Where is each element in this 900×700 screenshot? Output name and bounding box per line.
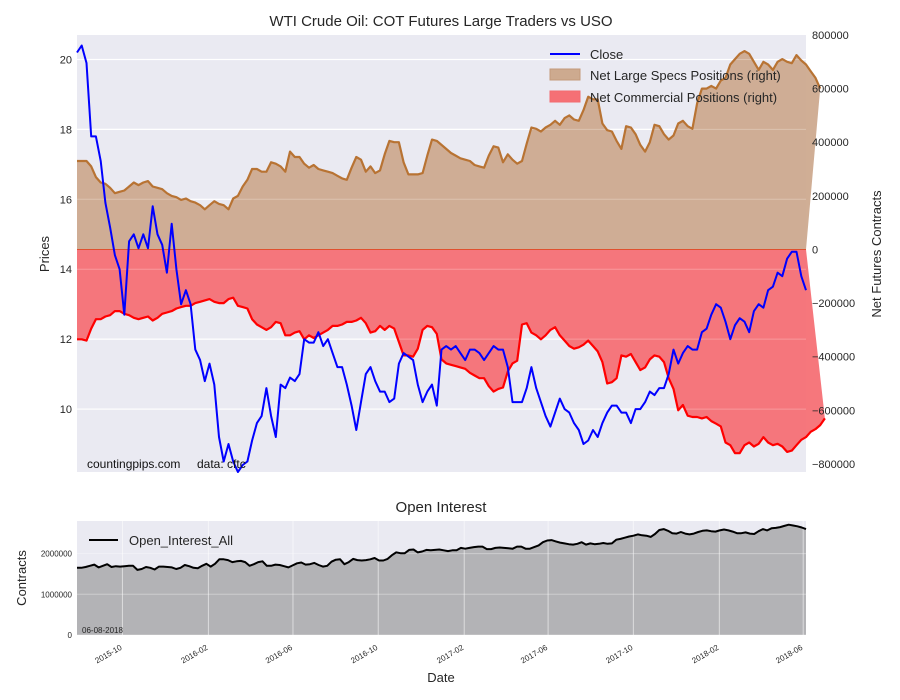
commercial-area xyxy=(77,249,825,454)
open-interest-line xyxy=(77,523,807,571)
main-yticks-left: 10 12 14 16 18 20 xyxy=(60,54,72,416)
y-axis-label-right: Net Futures Contracts xyxy=(869,190,884,318)
large-specs-area xyxy=(77,51,821,250)
main-legend: Close Net Large Specs Positions (right) … xyxy=(549,47,781,105)
legend-label-commercial: Net Commercial Positions (right) xyxy=(590,90,777,105)
x-tick-label: 2017-10 xyxy=(604,643,634,666)
x-axis-label: Date xyxy=(427,670,454,685)
y-tick-left: 10 xyxy=(60,404,72,416)
open-interest-area xyxy=(77,524,806,635)
legend-swatch-large-specs xyxy=(549,68,581,81)
y-tick-right: 400000 xyxy=(812,137,849,149)
main-lines xyxy=(76,44,826,473)
y-tick-right: −800000 xyxy=(812,459,855,471)
x-tick-label: 2016-02 xyxy=(179,643,209,666)
y-tick-right: 800000 xyxy=(812,30,849,42)
y-tick-left: 20 xyxy=(60,54,72,66)
oi-y-axis-label: Contracts xyxy=(14,550,29,606)
oi-y-tick: 0 xyxy=(68,631,73,640)
oi-date-annotation: 06-08-2018 xyxy=(82,626,123,635)
commercial-line xyxy=(77,296,826,455)
main-yticks-right: 800000 600000 400000 200000 0 −200000 −400000 −… xyxy=(812,30,855,471)
legend-label-open-interest: Open_Interest_All xyxy=(129,533,233,548)
y-axis-label-left: Prices xyxy=(37,235,52,272)
legend-label-close: Close xyxy=(590,47,623,62)
y-tick-right: −400000 xyxy=(812,352,855,364)
y-tick-right: −200000 xyxy=(812,298,855,310)
oi-line xyxy=(77,523,807,571)
main-chart-title: WTI Crude Oil: COT Futures Large Traders… xyxy=(269,13,612,30)
x-tick-label: 2017-02 xyxy=(435,643,465,666)
legend-label-large-specs: Net Large Specs Positions (right) xyxy=(590,68,781,83)
oi-fill xyxy=(77,524,806,635)
x-tick-label: 2015-10 xyxy=(94,643,124,666)
oi-y-tick: 2000000 xyxy=(41,550,73,559)
oi-xticks: 2015-10 2016-02 2016-06 2016-10 2017-02 2017-… xyxy=(94,643,805,666)
close-line xyxy=(76,44,807,473)
y-tick-right: 600000 xyxy=(812,84,849,96)
y-tick-right: 200000 xyxy=(812,191,849,203)
y-tick-right: −600000 xyxy=(812,405,855,417)
oi-yticks: 0 1000000 2000000 xyxy=(41,550,73,640)
y-tick-left: 12 xyxy=(60,334,72,346)
watermark-site: countingpips.com xyxy=(87,457,180,471)
oi-y-tick: 1000000 xyxy=(41,590,73,599)
oi-legend: Open_Interest_All xyxy=(89,533,233,548)
watermark-data-source: data: cftc xyxy=(197,457,246,471)
y-tick-left: 16 xyxy=(60,194,72,206)
x-tick-label: 2016-06 xyxy=(264,643,294,666)
legend-swatch-commercial xyxy=(549,90,581,103)
x-tick-label: 2016-10 xyxy=(349,643,379,666)
y-tick-left: 14 xyxy=(60,264,72,276)
large-specs-line xyxy=(77,49,822,211)
y-tick-left: 18 xyxy=(60,124,72,136)
y-tick-right: 0 xyxy=(812,244,818,256)
x-tick-label: 2018-02 xyxy=(690,643,720,666)
x-tick-label: 2018-06 xyxy=(774,643,804,666)
x-tick-label: 2017-06 xyxy=(519,643,549,666)
oi-chart-title: Open Interest xyxy=(396,499,488,516)
